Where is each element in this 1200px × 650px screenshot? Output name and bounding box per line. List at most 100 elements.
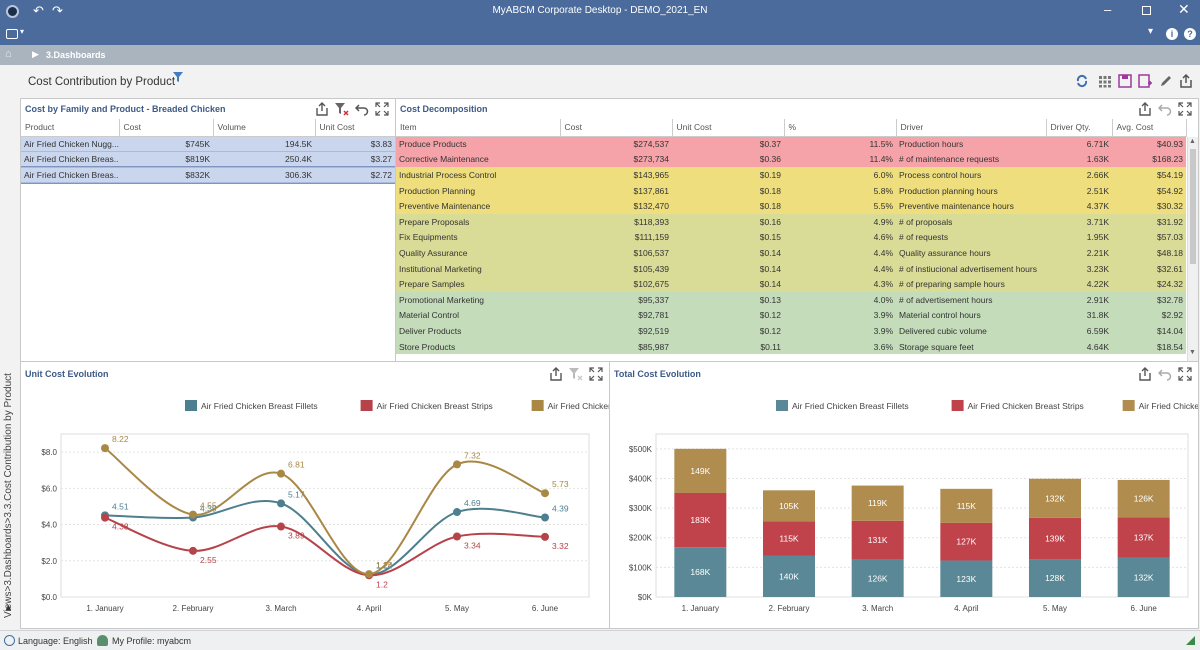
- export-icon[interactable]: [1179, 74, 1193, 88]
- column-header[interactable]: Avg. Cost: [1112, 119, 1187, 137]
- data-label: 168K: [690, 567, 710, 577]
- table-cell: Corrective Maintenance: [399, 154, 489, 165]
- restore-icon[interactable]: [1142, 6, 1151, 15]
- profile-status[interactable]: My Profile: myabcm: [112, 636, 192, 646]
- export-icon[interactable]: [1138, 102, 1152, 116]
- panel-layout-icon[interactable]: [6, 29, 18, 39]
- home-icon[interactable]: ⌂: [5, 48, 12, 60]
- table-cell: Fix Equipments: [399, 232, 458, 243]
- collapse-arrow-icon[interactable]: ▲: [4, 602, 13, 612]
- table-row[interactable]: Air Fried Chicken Nugg... $745K 194.5K $3.8…: [21, 136, 395, 152]
- table-row[interactable]: Prepare Samples $102,675 $0.14 4.3% # of pre…: [396, 276, 1186, 292]
- table-row[interactable]: Store Products $85,987 $0.11 3.6% Storage sq…: [396, 338, 1186, 355]
- minimize-icon[interactable]: –: [1104, 2, 1112, 17]
- panel-header: Cost by Family and Product - Breaded Chi…: [21, 99, 395, 119]
- table-row[interactable]: Institutional Marketing $105,439 $0.14 4.4%…: [396, 260, 1186, 277]
- breadcrumb-arrow-icon: ▶: [32, 49, 39, 59]
- table-cell: $0.13: [759, 294, 781, 305]
- table-row[interactable]: Preventive Maintenance $132,470 $0.18 5.5% P…: [396, 198, 1186, 214]
- table-cell: Preventive maintenance hours: [899, 201, 1014, 212]
- save-as-icon[interactable]: [1138, 74, 1152, 88]
- bar-segment: [851, 559, 904, 597]
- table-cell: 6.0%: [873, 169, 893, 180]
- panel-header: Cost Decomposition: [396, 99, 1198, 119]
- refresh-icon[interactable]: [1075, 74, 1089, 88]
- table-row[interactable]: Air Fried Chicken Breas... $832K 306.3K $2.…: [21, 166, 395, 184]
- vertical-scrollbar[interactable]: ▲ ▼: [1187, 137, 1198, 361]
- bar-segment: [1029, 517, 1081, 560]
- data-label: 132K: [1045, 493, 1065, 503]
- maximize-icon[interactable]: [1178, 367, 1192, 381]
- redo-icon[interactable]: ↷: [52, 3, 63, 18]
- table-row[interactable]: Corrective Maintenance $273,734 $0.36 11.4%…: [396, 151, 1186, 168]
- unit-cost-evolution-panel: Unit Cost Evolution Air Fried Chicken Br…: [20, 361, 610, 629]
- table-cell: $0.14: [759, 279, 781, 290]
- clear-filter-icon[interactable]: [335, 102, 349, 116]
- maximize-icon[interactable]: [375, 102, 389, 116]
- data-point: [541, 532, 549, 541]
- y-tick-label: $4.0: [41, 521, 57, 530]
- table-cell: 11.5%: [869, 139, 893, 150]
- column-header[interactable]: Unit Cost: [672, 119, 785, 137]
- table-cell: 2.91K: [1086, 294, 1109, 305]
- x-tick-label: 1. January: [86, 604, 123, 613]
- export-icon[interactable]: [315, 102, 329, 116]
- vertical-view-tab[interactable]: Views>3.Dashboards>3.3.Cost Contribution…: [0, 98, 18, 628]
- maximize-icon[interactable]: [1178, 102, 1192, 116]
- column-header[interactable]: %: [784, 119, 897, 137]
- table-row[interactable]: Production Planning $137,861 $0.18 5.8% Prod…: [396, 182, 1186, 199]
- table-row[interactable]: Deliver Products $92,519 $0.12 3.9% Delivere…: [396, 323, 1186, 339]
- column-header[interactable]: Product: [21, 119, 120, 137]
- scrollbar-down-arrow[interactable]: ▼: [1189, 349, 1196, 356]
- table-cell: Material control hours: [899, 310, 981, 321]
- table-cell: 6.59K: [1086, 325, 1109, 336]
- column-header[interactable]: Cost: [119, 119, 214, 137]
- clear-filter-icon[interactable]: [569, 367, 583, 381]
- table-cell: $111,159: [634, 232, 669, 243]
- close-icon[interactable]: ✕: [1178, 1, 1190, 17]
- export-icon[interactable]: [549, 367, 563, 381]
- column-header[interactable]: Unit Cost: [315, 119, 395, 137]
- table-row[interactable]: Air Fried Chicken Breas... $819K 250.4K $3.…: [21, 151, 395, 168]
- table-cell: # of instiucional advertisement hours: [899, 263, 1037, 274]
- column-header[interactable]: Driver Qty.: [1046, 119, 1113, 137]
- data-label: 6.81: [288, 460, 305, 470]
- scrollbar-thumb[interactable]: [1190, 149, 1196, 264]
- resize-grip-icon: [1186, 636, 1195, 645]
- table-cell: $54.92: [1157, 185, 1183, 196]
- table-row[interactable]: Produce Products $274,537 $0.37 11.5% Produc…: [396, 136, 1186, 152]
- column-header[interactable]: Item: [396, 119, 561, 137]
- scrollbar-up-arrow[interactable]: ▲: [1189, 138, 1196, 145]
- undo-icon[interactable]: ↶: [33, 3, 44, 18]
- legend-swatch: [360, 400, 373, 411]
- filter-icon[interactable]: [173, 72, 183, 82]
- column-header[interactable]: Volume: [213, 119, 316, 137]
- x-tick-label: 2. February: [173, 604, 214, 613]
- dropdown-icon[interactable]: ▾: [1148, 26, 1154, 37]
- table-row[interactable]: Prepare Proposals $118,393 $0.16 4.9% # of p…: [396, 213, 1186, 230]
- language-status[interactable]: Language: English: [18, 636, 93, 646]
- breadcrumb-item[interactable]: 3.Dashboards: [46, 50, 106, 60]
- undo-icon[interactable]: [1158, 102, 1172, 116]
- table-row[interactable]: Material Control $92,781 $0.12 3.9% Material…: [396, 307, 1186, 324]
- column-header[interactable]: Cost: [560, 119, 673, 137]
- table-row[interactable]: Fix Equipments $111,159 $0.15 4.6% # of requ…: [396, 229, 1186, 246]
- undo-icon[interactable]: [1158, 367, 1172, 381]
- table-cell: $92,781: [638, 310, 669, 321]
- table-row[interactable]: Promotional Marketing $95,337 $0.13 4.0% # o…: [396, 291, 1186, 308]
- maximize-icon[interactable]: [589, 367, 603, 381]
- bar-segment: [1029, 478, 1081, 518]
- grid-icon[interactable]: [1098, 74, 1112, 88]
- save-icon[interactable]: [1118, 74, 1132, 88]
- table-row[interactable]: Industrial Process Control $143,965 $0.19 6…: [396, 167, 1186, 183]
- table-row[interactable]: Quality Assurance $106,537 $0.14 4.4% Qualit…: [396, 245, 1186, 261]
- table-cell: $3.83: [370, 138, 392, 149]
- export-icon[interactable]: [1138, 367, 1152, 381]
- data-label: 3.32: [552, 541, 569, 551]
- undo-icon[interactable]: [355, 102, 369, 116]
- info-icon[interactable]: i: [1166, 28, 1178, 40]
- help-icon[interactable]: ?: [1184, 28, 1196, 40]
- column-header[interactable]: Driver: [896, 119, 1047, 137]
- edit-icon[interactable]: [1159, 74, 1173, 88]
- chevron-down-icon[interactable]: ▾: [20, 27, 25, 36]
